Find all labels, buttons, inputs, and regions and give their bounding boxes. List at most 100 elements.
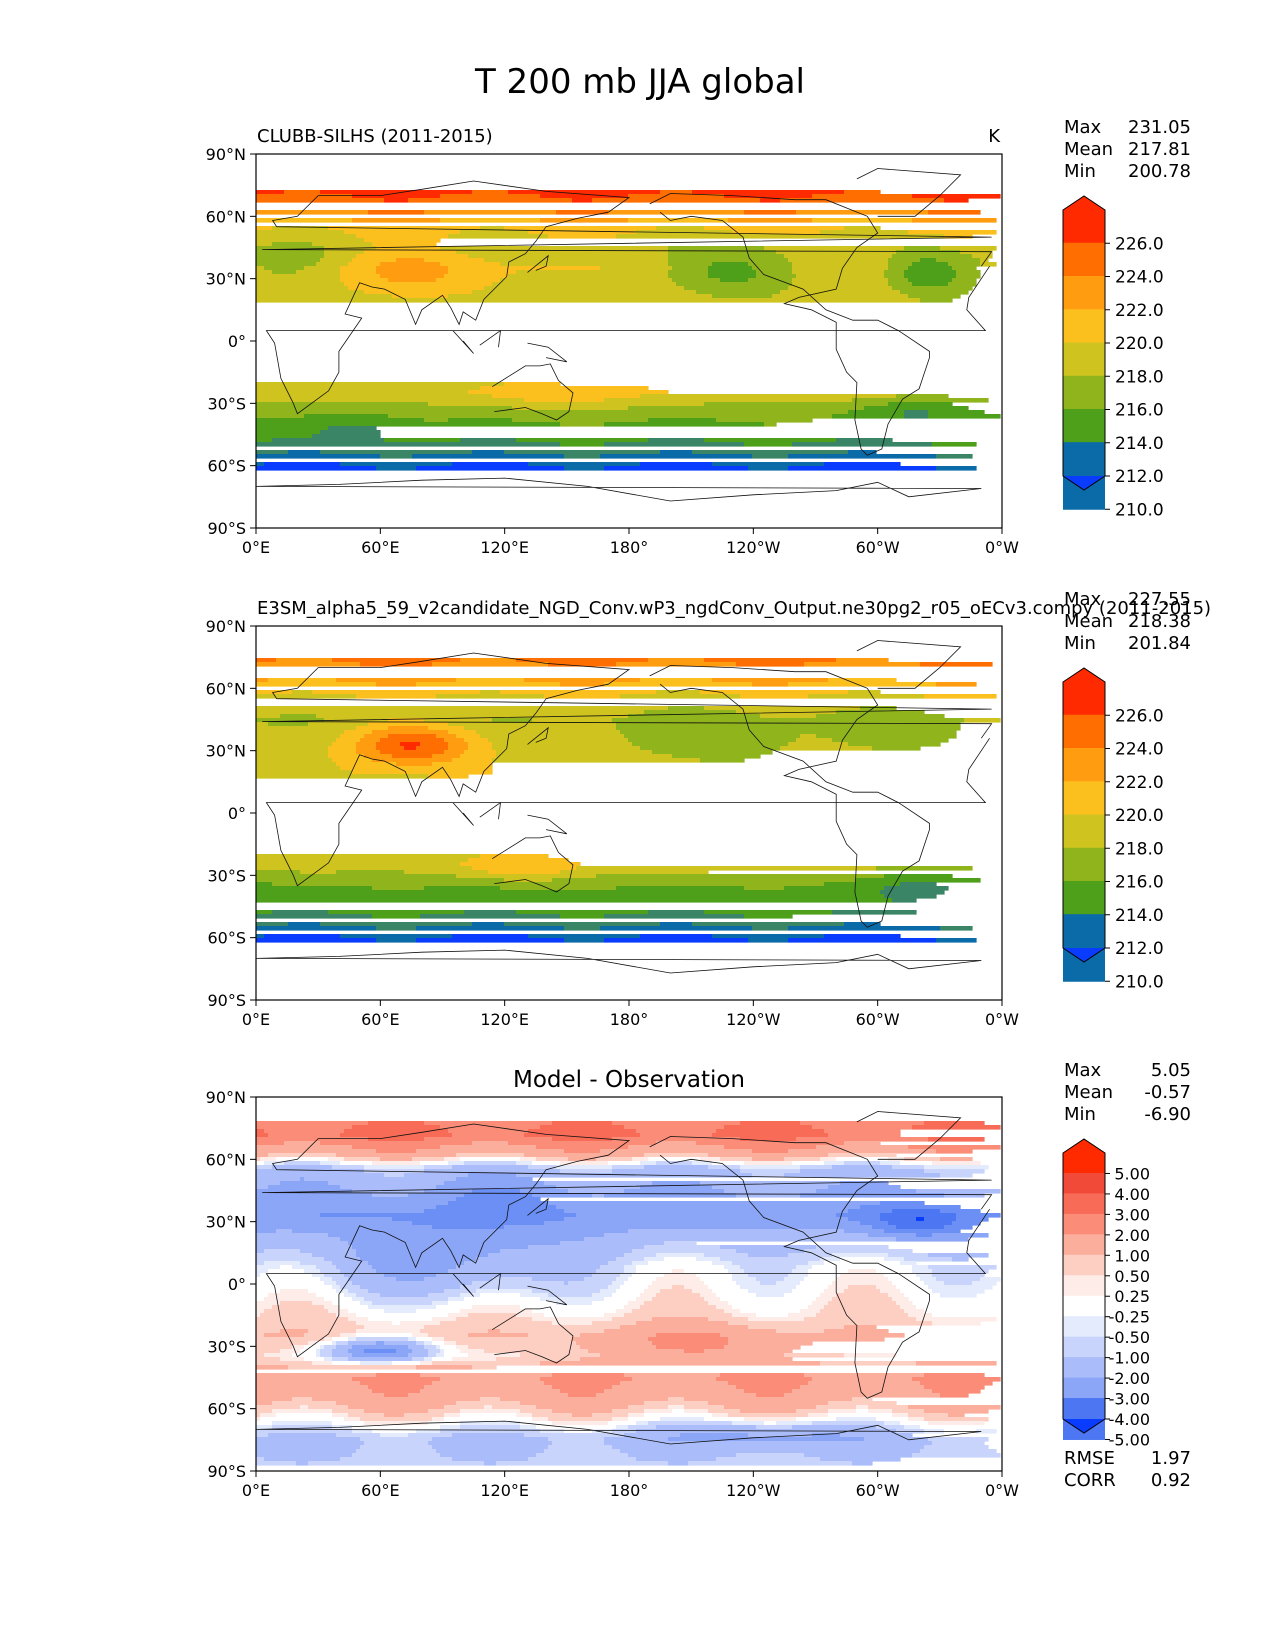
field-cell	[600, 1353, 785, 1358]
field-cell	[336, 1341, 349, 1346]
field-cell	[436, 1205, 557, 1210]
field-cell	[372, 1265, 457, 1270]
field-cell	[312, 1301, 333, 1306]
field-cell	[716, 1129, 825, 1134]
field-cell	[640, 1161, 657, 1166]
field-cell	[712, 1261, 733, 1266]
field-cell	[440, 246, 669, 251]
field-cell	[360, 1381, 433, 1386]
field-cell	[644, 1257, 665, 1262]
field-cell	[704, 1253, 749, 1258]
field-cell	[792, 1425, 877, 1430]
field-cell	[444, 1413, 461, 1418]
field-cell	[256, 282, 345, 287]
field-cell	[256, 766, 341, 771]
field-cell	[256, 414, 305, 419]
field-cell	[912, 262, 949, 267]
stat-value: 5.05	[1151, 1060, 1191, 1081]
field-cell	[692, 1289, 713, 1294]
field-cell	[924, 1417, 989, 1422]
field-cell	[668, 262, 713, 267]
field-cell	[292, 1345, 305, 1350]
field-cell	[256, 1389, 373, 1394]
field-cell	[256, 1137, 369, 1142]
field-cell	[332, 1285, 341, 1290]
field-cell	[480, 386, 649, 391]
field-cell	[256, 882, 273, 887]
field-cell	[524, 1133, 641, 1138]
field-cell	[800, 1165, 833, 1170]
field-cell	[292, 1397, 313, 1402]
field-cell	[424, 1357, 433, 1362]
field-cell	[304, 1333, 341, 1338]
field-cell	[940, 1157, 973, 1162]
field-cell	[628, 1417, 661, 1422]
field-cell	[716, 1457, 821, 1462]
field-cell	[704, 706, 861, 711]
field-cell	[636, 1429, 897, 1434]
field-cell	[256, 858, 469, 863]
field-cell	[796, 1285, 829, 1290]
field-cell	[528, 1245, 645, 1250]
field-cell	[532, 718, 613, 723]
field-cell	[256, 662, 361, 667]
field-cell	[900, 1261, 917, 1266]
colorbar-band	[1063, 881, 1105, 916]
field-cell	[776, 1329, 825, 1334]
field-cell	[256, 1165, 273, 1170]
field-cell	[336, 1433, 381, 1438]
field-cell	[440, 1429, 541, 1434]
field-cell	[916, 1217, 925, 1222]
field-cell	[268, 1153, 337, 1158]
field-cell	[660, 1289, 693, 1294]
field-cell	[364, 290, 473, 295]
field-cell	[908, 278, 953, 283]
field-cell	[612, 1121, 741, 1126]
field-cell	[816, 714, 945, 719]
field-cell	[888, 1277, 921, 1282]
field-cell	[444, 1157, 461, 1162]
field-cell	[516, 1413, 533, 1418]
field-cell	[764, 1421, 777, 1426]
field-cell	[944, 1281, 973, 1286]
field-cell	[748, 1289, 793, 1294]
field-cell	[452, 934, 529, 939]
field-cell	[360, 662, 433, 667]
field-cell	[256, 750, 329, 755]
colorbar-band	[1063, 1398, 1105, 1420]
field-cell	[356, 234, 449, 239]
field-cell	[808, 1273, 841, 1278]
axes-ticks: 90°N60°N30°N0°30°S60°S90°S0°E 60°E 120°E 18…	[206, 617, 1020, 1029]
field-cell	[280, 1301, 313, 1306]
field-cell	[752, 1173, 785, 1178]
lat-tick-label: 0°	[228, 332, 246, 351]
field-cell	[616, 1289, 645, 1294]
field-cell	[384, 1173, 405, 1178]
field-cell	[704, 402, 889, 407]
field-cell	[320, 1345, 325, 1350]
field-cell	[412, 1333, 429, 1338]
panel-3: 90°N60°N30°N0°30°S60°S90°S0°E 60°E 120°E 18…	[206, 1060, 1191, 1500]
field-cell	[732, 1421, 765, 1426]
field-cell	[788, 454, 937, 459]
field-cell	[464, 738, 489, 743]
field-cell	[792, 262, 889, 267]
field-cell	[292, 1229, 629, 1234]
field-cell	[688, 1461, 853, 1466]
field-cell	[332, 1349, 349, 1354]
field-cell	[760, 198, 781, 203]
field-cell	[820, 1457, 901, 1462]
field-cell	[272, 1409, 333, 1414]
field-cell	[352, 1425, 441, 1430]
field-cell	[420, 1329, 489, 1334]
field-cell	[468, 254, 669, 259]
field-cell	[956, 274, 981, 279]
field-cell	[256, 430, 321, 435]
field-cell	[332, 1353, 353, 1358]
field-cell	[448, 1161, 465, 1166]
field-cell	[836, 1157, 889, 1162]
field-cell	[924, 1217, 957, 1222]
field-cell	[352, 1453, 441, 1458]
lat-tick-label: 90°N	[206, 145, 246, 164]
field-cell	[336, 1289, 349, 1294]
